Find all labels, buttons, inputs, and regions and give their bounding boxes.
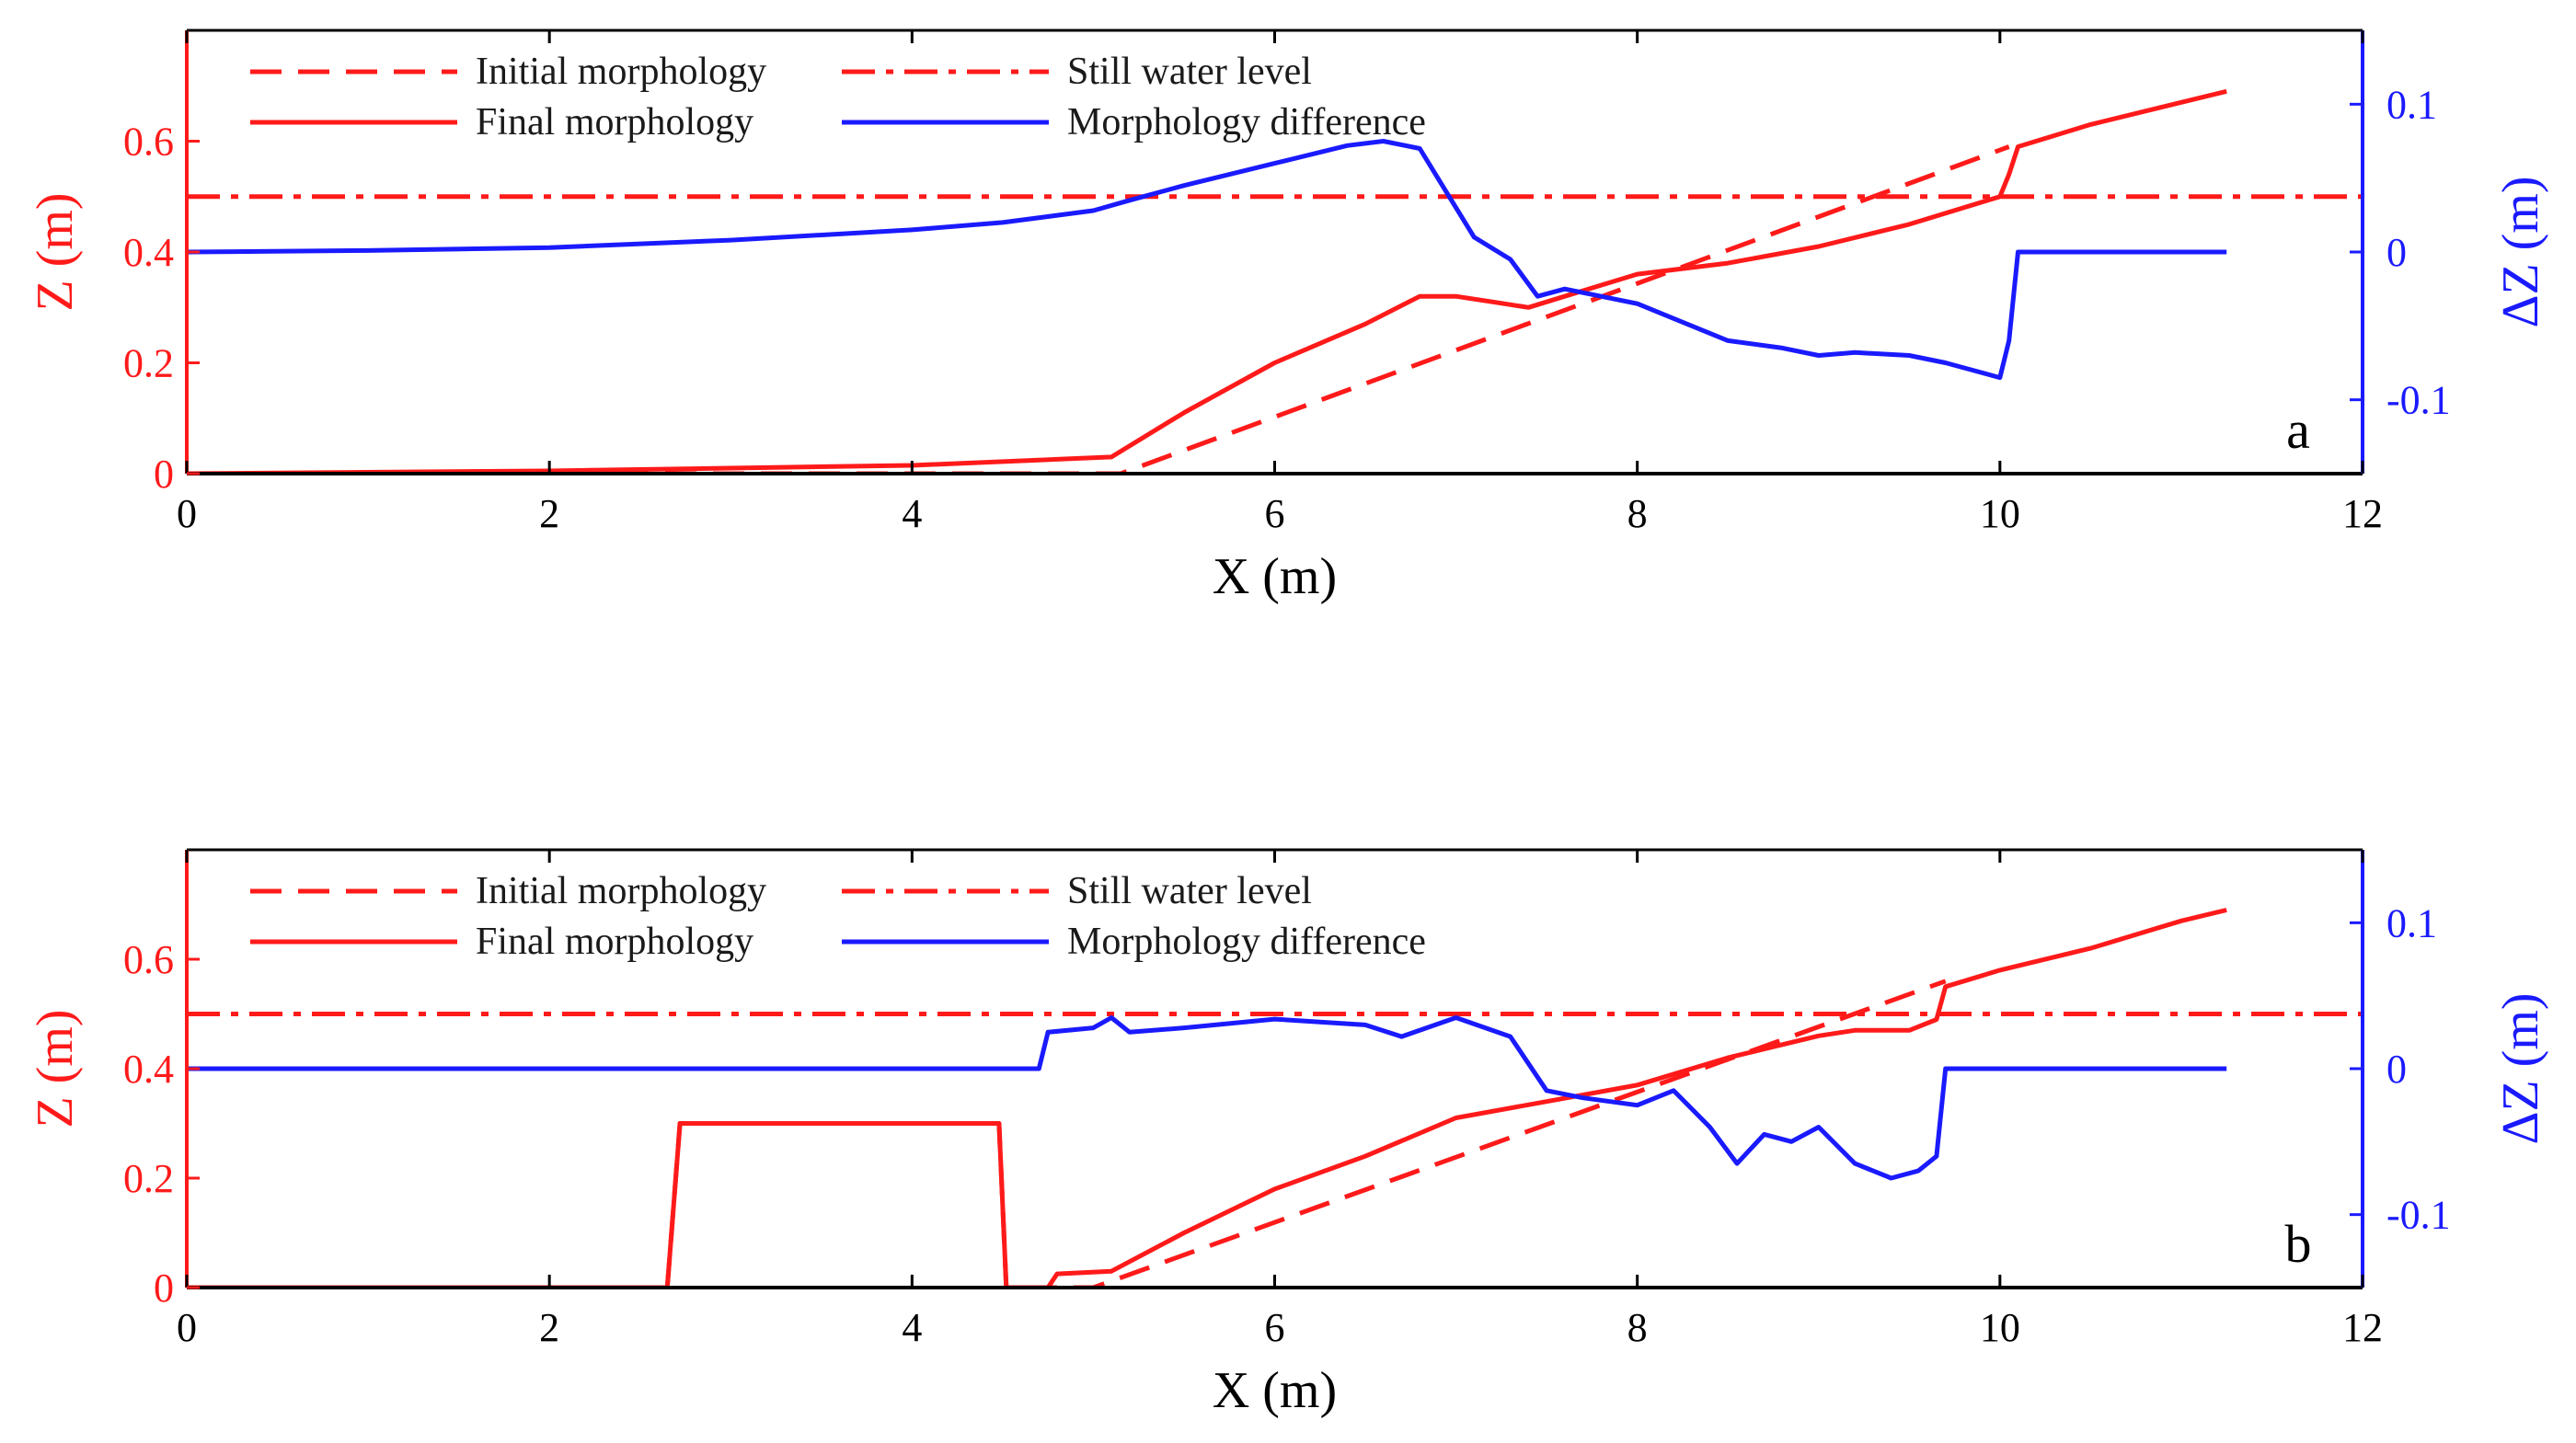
x-tick-label: 6 bbox=[1265, 491, 1285, 536]
x-tick-label: 4 bbox=[902, 1305, 922, 1350]
y2-axis-title: ΔZ (m) bbox=[2492, 992, 2549, 1144]
y2-tick-label: 0.1 bbox=[2386, 900, 2437, 945]
plot-area bbox=[187, 88, 2363, 474]
y-tick-label: 0.6 bbox=[123, 120, 174, 165]
series-line-morphology-difference bbox=[187, 1015, 2227, 1181]
x-tick-label: 12 bbox=[2342, 1305, 2383, 1350]
legend: Initial morphology Still water level Final… bbox=[250, 870, 1426, 963]
x-tick-label: 4 bbox=[902, 491, 922, 536]
panel-label: a bbox=[2286, 400, 2310, 460]
y2-axis-title: ΔZ (m) bbox=[2492, 176, 2549, 327]
legend-label-final: Final morphology bbox=[476, 921, 753, 963]
y-tick-label: 0.4 bbox=[123, 230, 174, 275]
series-line-final-morphology bbox=[187, 88, 2227, 474]
y-tick-label: 0.4 bbox=[123, 1047, 174, 1092]
legend-label-initial: Initial morphology bbox=[476, 51, 766, 93]
series-line-final-morphology bbox=[187, 908, 2227, 1288]
legend-label-difference: Morphology difference bbox=[1067, 921, 1426, 963]
y-axis-title: Z (m) bbox=[27, 1009, 84, 1128]
y2-tick-label: 0.1 bbox=[2386, 82, 2437, 127]
panel-label: b bbox=[2285, 1214, 2312, 1274]
plot-area bbox=[187, 908, 2363, 1288]
legend-label-still-water: Still water level bbox=[1067, 51, 1312, 93]
x-tick-label: 8 bbox=[1627, 491, 1648, 536]
x-axis-title: X (m) bbox=[1213, 1362, 1337, 1419]
y2-tick-label: 0 bbox=[2386, 230, 2407, 275]
y-tick-label: 0.6 bbox=[123, 937, 174, 982]
legend-label-initial: Initial morphology bbox=[476, 870, 766, 912]
y-tick-label: 0 bbox=[154, 1265, 174, 1311]
legend-label-difference: Morphology difference bbox=[1067, 101, 1426, 143]
x-tick-label: 2 bbox=[539, 491, 559, 536]
x-tick-label: 10 bbox=[1980, 491, 2020, 536]
legend-label-final: Final morphology bbox=[476, 101, 753, 143]
y-tick-label: 0 bbox=[154, 452, 174, 497]
x-tick-label: 0 bbox=[177, 1305, 197, 1350]
y-axis-title: Z (m) bbox=[27, 192, 84, 311]
series-line-initial-morphology bbox=[187, 979, 1947, 1288]
y-tick-label: 0.2 bbox=[123, 341, 174, 386]
x-tick-label: 0 bbox=[177, 491, 197, 536]
x-axis-title: X (m) bbox=[1213, 548, 1337, 605]
y2-tick-label: 0 bbox=[2386, 1047, 2407, 1092]
y2-tick-label: -0.1 bbox=[2386, 378, 2451, 423]
chart-panel-a: 0 2 4 6 8 10 12 0 0.2 0.4 0.6 -0.1 0 0.1 X (m) Z (m) ΔZ … bbox=[27, 29, 2549, 605]
x-tick-label: 8 bbox=[1627, 1305, 1648, 1350]
legend: Initial morphology Still water level Final… bbox=[250, 51, 1426, 143]
series-line-morphology-difference bbox=[187, 139, 2227, 381]
y2-tick-label: -0.1 bbox=[2386, 1193, 2451, 1238]
x-tick-label: 10 bbox=[1980, 1305, 2020, 1350]
y-tick-label: 0.2 bbox=[123, 1156, 174, 1201]
x-tick-label: 6 bbox=[1265, 1305, 1285, 1350]
x-tick-label: 2 bbox=[539, 1305, 559, 1350]
x-tick-label: 12 bbox=[2342, 491, 2383, 536]
legend-label-still-water: Still water level bbox=[1067, 870, 1312, 912]
chart-panel-b: 0 2 4 6 8 10 12 0 0.2 0.4 0.6 -0.1 0 0.1 X (m) Z (m) ΔZ … bbox=[27, 848, 2549, 1419]
